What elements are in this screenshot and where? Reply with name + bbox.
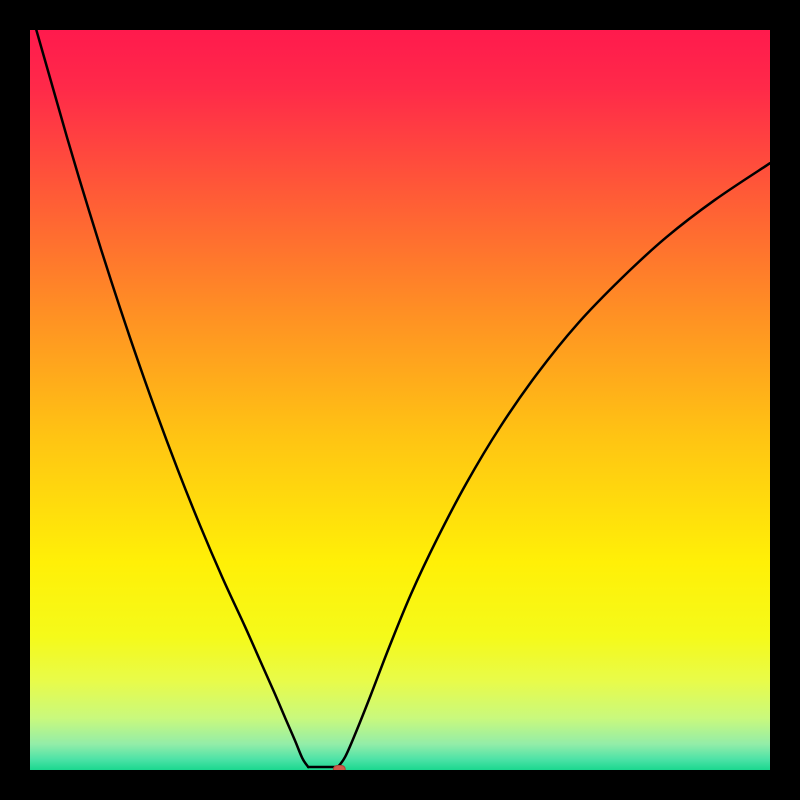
chart-frame xyxy=(0,0,800,800)
chart-container: TheBottleneck.com xyxy=(0,0,800,800)
plot-svg xyxy=(30,30,770,770)
gradient-background xyxy=(30,30,770,770)
optimal-point-marker xyxy=(333,766,345,770)
plot-area xyxy=(30,30,770,770)
